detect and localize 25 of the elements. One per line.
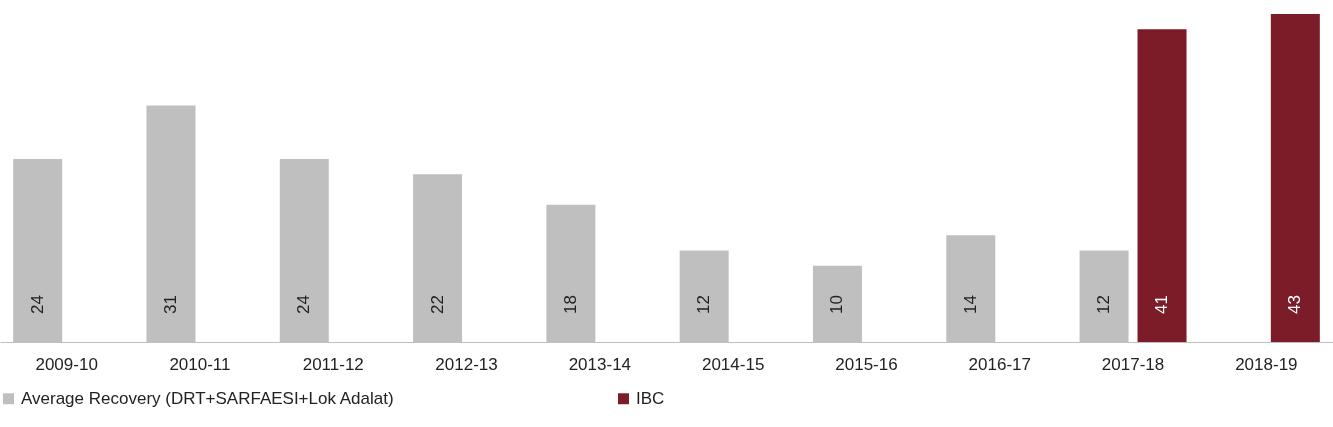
data-label: 10 (827, 295, 847, 314)
data-label: 24 (27, 295, 47, 314)
data-label: 12 (1094, 295, 1114, 314)
bar (1137, 29, 1187, 342)
data-label: 43 (1285, 295, 1305, 314)
x-tick-label: 2013-14 (568, 354, 632, 374)
data-label: 31 (160, 295, 180, 314)
x-tick-label: 2016-17 (968, 354, 1031, 374)
x-tick-label: 2017-18 (1101, 354, 1165, 374)
x-tick-label: 2018-19 (1235, 354, 1298, 374)
x-tick-label: 2015-16 (835, 354, 898, 374)
data-label: 18 (560, 295, 580, 314)
legend-label: Average Recovery (DRT+SARFAESI+Lok Adalat) (21, 388, 394, 408)
data-label: 41 (1152, 295, 1172, 314)
bar (1270, 14, 1320, 342)
x-tick-label: 2014-15 (701, 354, 765, 374)
x-tick-label: 2010-11 (169, 354, 231, 374)
legend-label: IBC (636, 388, 665, 408)
x-tick-label: 2012-13 (435, 354, 498, 374)
x-tick-label: 2011-12 (302, 354, 364, 374)
data-label: 12 (694, 295, 714, 314)
data-label: 24 (294, 295, 314, 314)
data-label: 22 (427, 295, 447, 314)
data-label: 14 (960, 295, 980, 314)
x-tick-label: 2009-10 (35, 354, 98, 374)
